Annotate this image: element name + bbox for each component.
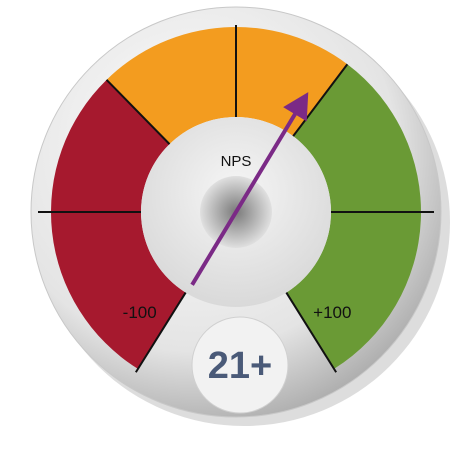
tick-label: -100 [123, 303, 157, 322]
gauge-title: NPS [221, 153, 252, 170]
tick-label: +100 [313, 303, 351, 322]
gauge: NPS 21+ -100 +100 [0, 0, 456, 452]
value-label: 21+ [208, 345, 272, 387]
